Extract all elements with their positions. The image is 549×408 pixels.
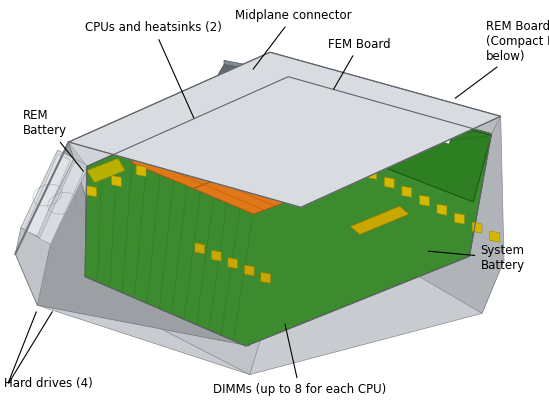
- Polygon shape: [15, 142, 301, 375]
- Polygon shape: [211, 250, 221, 261]
- Polygon shape: [490, 231, 500, 242]
- Text: Hard drives (4): Hard drives (4): [4, 377, 93, 390]
- Polygon shape: [229, 148, 262, 162]
- Polygon shape: [87, 158, 125, 183]
- Polygon shape: [15, 142, 250, 346]
- Polygon shape: [419, 195, 429, 206]
- Polygon shape: [224, 60, 305, 80]
- Polygon shape: [136, 165, 146, 176]
- Polygon shape: [69, 52, 501, 207]
- Polygon shape: [87, 186, 97, 197]
- Polygon shape: [290, 80, 491, 202]
- Polygon shape: [210, 135, 220, 146]
- Polygon shape: [350, 206, 409, 235]
- Text: FEM Board: FEM Board: [328, 38, 391, 89]
- Text: CPUs and heatsinks (2): CPUs and heatsinks (2): [85, 21, 222, 118]
- Polygon shape: [215, 64, 305, 95]
- Polygon shape: [36, 158, 89, 244]
- Polygon shape: [15, 207, 504, 375]
- Text: REM Board
(Compact Flash
below): REM Board (Compact Flash below): [455, 20, 549, 98]
- Polygon shape: [270, 52, 501, 134]
- Polygon shape: [402, 186, 412, 197]
- Polygon shape: [21, 150, 74, 236]
- Polygon shape: [85, 77, 491, 346]
- Polygon shape: [472, 222, 482, 233]
- Polygon shape: [186, 145, 195, 156]
- Polygon shape: [384, 177, 394, 188]
- Polygon shape: [228, 257, 238, 269]
- Polygon shape: [367, 168, 377, 180]
- Polygon shape: [244, 265, 254, 276]
- Text: DIMMs (up to 8 for each CPU): DIMMs (up to 8 for each CPU): [213, 324, 386, 396]
- Polygon shape: [131, 126, 290, 188]
- Polygon shape: [15, 228, 51, 305]
- Polygon shape: [40, 162, 85, 244]
- Polygon shape: [235, 124, 245, 135]
- Text: Midplane connector: Midplane connector: [236, 9, 352, 69]
- Polygon shape: [161, 155, 171, 166]
- Polygon shape: [455, 213, 464, 224]
- Polygon shape: [287, 89, 334, 109]
- Text: System
Battery: System Battery: [428, 244, 524, 272]
- Polygon shape: [301, 116, 504, 313]
- Polygon shape: [195, 243, 205, 254]
- Polygon shape: [437, 204, 447, 215]
- Polygon shape: [261, 272, 271, 283]
- Polygon shape: [111, 175, 121, 187]
- Polygon shape: [268, 84, 336, 142]
- Polygon shape: [193, 152, 350, 214]
- Text: REM
Battery: REM Battery: [23, 109, 83, 171]
- Polygon shape: [25, 154, 70, 236]
- Polygon shape: [69, 52, 288, 166]
